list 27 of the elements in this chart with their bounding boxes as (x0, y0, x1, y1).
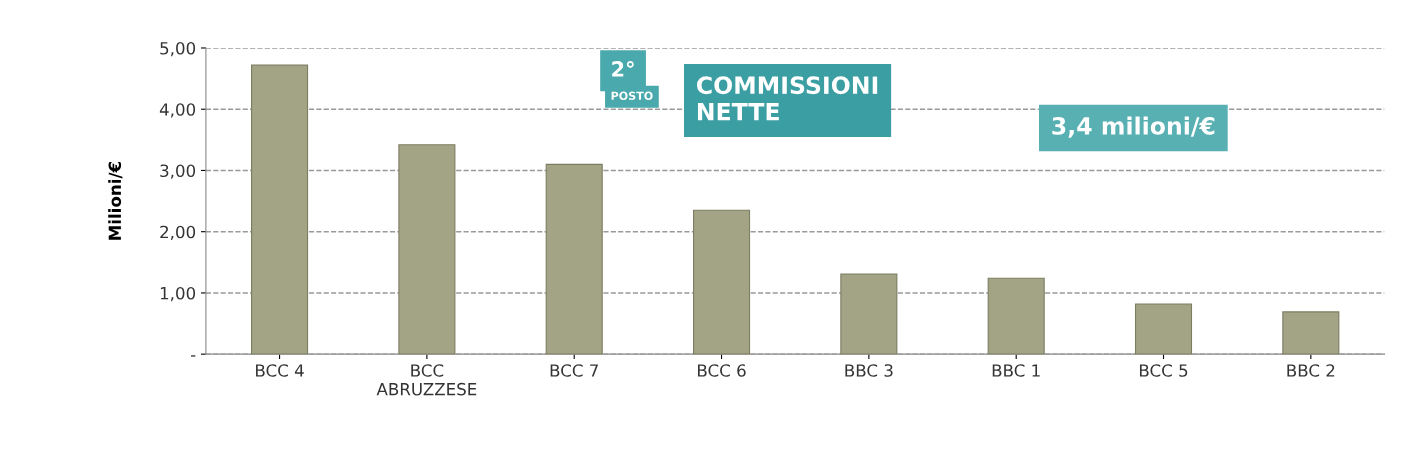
x-tick-label: BCC 4 (256, 364, 304, 377)
bar (840, 273, 898, 355)
x-tick-label: BCC 7 (550, 364, 598, 377)
annotation: 3,4 milioni/€ (1052, 116, 1215, 138)
bar (1134, 303, 1193, 355)
x-tick-label: BBC 1 (992, 364, 1040, 377)
y-tick-label: 5,00 (160, 41, 196, 57)
annotation: COMMISSIONI NETTE (696, 76, 878, 121)
y-tick-label: 1,00 (160, 286, 196, 302)
annotation: POSTO (611, 91, 653, 100)
y-tick-label: 3,00 (160, 164, 196, 179)
bar (987, 277, 1045, 355)
bar (692, 209, 751, 355)
x-tick-label: BCC 6 (698, 364, 746, 377)
y-axis-title: Milioni/€ (108, 161, 123, 240)
x-tick-label: BBC 3 (845, 364, 893, 377)
x-tick-label: BBC 2 (1287, 364, 1335, 377)
x-tick-label: BCC ABRUZZESE (376, 364, 477, 396)
x-tick-label: BCC 5 (1139, 364, 1188, 377)
annotation: 2° (612, 60, 634, 77)
bar (398, 144, 456, 355)
y-tick-label: - (190, 355, 196, 357)
y-tick-label: 2,00 (160, 225, 196, 240)
bar (1282, 311, 1340, 355)
y-tick-label: 4,00 (159, 103, 196, 118)
bar (545, 163, 603, 355)
bar (251, 64, 309, 355)
